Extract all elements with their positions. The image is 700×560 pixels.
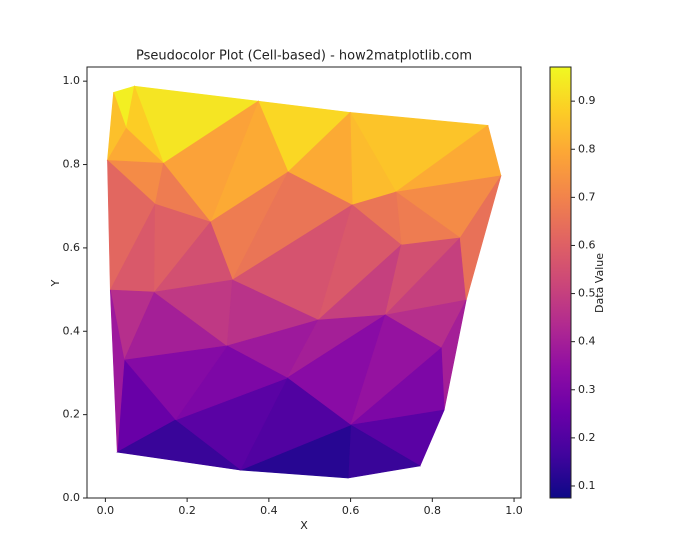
triangle-cell: [116, 419, 242, 471]
plot-frame: [86, 66, 522, 499]
y-tick-label: 0.4: [63, 324, 81, 337]
x-tick-label: 0.8: [424, 504, 442, 517]
colorbar: [549, 66, 572, 499]
y-tick-label: 0.8: [63, 158, 81, 171]
colorbar-tick-label: 0.5: [578, 287, 596, 300]
colorbar-tick-label: 0.2: [578, 431, 596, 444]
triangle-cell: [459, 175, 502, 301]
x-tick-label: 0.0: [97, 504, 115, 517]
colorbar-label: Data Value: [593, 253, 606, 313]
x-tick-label: 0.4: [260, 504, 278, 517]
colorbar-tick-label: 0.9: [578, 94, 596, 107]
x-tick-label: 0.6: [342, 504, 360, 517]
colorbar-tick-label: 0.4: [578, 335, 596, 348]
y-tick-label: 0.6: [63, 241, 81, 254]
y-tick-label: 1.0: [63, 74, 81, 87]
colorbar-tick-label: 0.8: [578, 142, 596, 155]
colorbar-tick-label: 0.1: [578, 479, 596, 492]
y-tick-label: 0.0: [63, 491, 81, 504]
chart-title: Pseudocolor Plot (Cell-based) - how2matp…: [136, 49, 472, 64]
x-axis-label: X: [300, 519, 308, 532]
y-axis-label: Y: [49, 279, 62, 287]
x-tick-label: 1.0: [505, 504, 523, 517]
colorbar-tick-label: 0.7: [578, 190, 596, 203]
y-tick-label: 0.2: [63, 408, 81, 421]
colorbar-tick-label: 0.3: [578, 383, 596, 396]
triangle-cell: [109, 289, 125, 453]
x-tick-label: 0.2: [178, 504, 196, 517]
colorbar-tick-label: 0.6: [578, 238, 596, 251]
